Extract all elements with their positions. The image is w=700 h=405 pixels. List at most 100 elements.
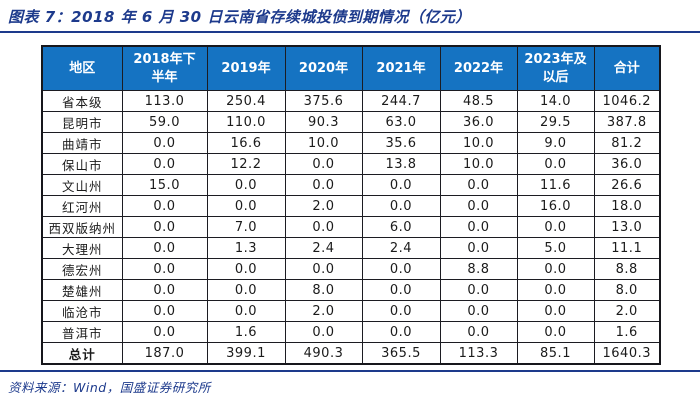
value-cell: 0.0 [439,321,518,343]
value-cell: 0.0 [516,153,595,175]
value-cell: 0.0 [439,300,518,322]
table-row-6: 西双版纳州 0.0 7.0 0.0 6.0 0.0 0.0 13.0 [41,216,661,238]
value-cell: 0.0 [284,174,363,196]
value-cell: 81.2 [593,132,661,154]
value-cell: 18.0 [593,195,661,217]
value-cell: 375.6 [284,90,363,112]
value-cell: 15.0 [121,174,208,196]
value-cell: 36.0 [593,153,661,175]
value-cell: 0.0 [516,258,595,280]
header-cell-6: 2023年及 以后 [516,45,595,91]
value-cell: 2.0 [284,300,363,322]
header-cell-2: 2019年 [206,45,286,91]
value-cell: 0.0 [361,195,441,217]
value-cell: 1.6 [206,321,286,343]
bond-maturity-table: 地区 2018年下 半年 2019年 2020年 2021年 2022年 2023年及 以后… [41,45,661,365]
value-cell: 0.0 [121,195,208,217]
value-cell: 13.8 [361,153,441,175]
value-cell: 0.0 [121,237,208,259]
value-cell: 8.8 [439,258,518,280]
source-divider [0,370,700,372]
value-cell: 6.0 [361,216,441,238]
value-cell: 14.0 [516,90,595,112]
value-cell: 9.0 [516,132,595,154]
value-cell: 13.0 [593,216,661,238]
value-cell: 0.0 [284,153,363,175]
value-cell: 0.0 [361,174,441,196]
region-cell: 大理州 [41,237,123,259]
region-cell: 西双版纳州 [41,216,123,238]
value-cell: 36.0 [439,111,518,133]
value-cell: 0.0 [516,300,595,322]
value-cell: 490.3 [284,342,363,365]
value-cell: 2.4 [361,237,441,259]
total-row: 总计 187.0 399.1 490.3 365.5 113.3 85.1 1640.3 [41,342,661,365]
value-cell: 399.1 [206,342,286,365]
region-cell: 昆明市 [41,111,123,133]
value-cell: 8.8 [593,258,661,280]
value-cell: 26.6 [593,174,661,196]
value-cell: 0.0 [121,321,208,343]
value-cell: 187.0 [121,342,208,365]
value-cell: 0.0 [439,279,518,301]
value-cell: 0.0 [361,258,441,280]
value-cell: 0.0 [121,279,208,301]
value-cell: 0.0 [361,300,441,322]
value-cell: 1640.3 [593,342,661,365]
value-cell: 85.1 [516,342,595,365]
table-header-row: 地区 2018年下 半年 2019年 2020年 2021年 2022年 2023年及 以后… [41,45,661,91]
value-cell: 1.6 [593,321,661,343]
value-cell: 0.0 [121,216,208,238]
header-cell-1: 2018年下 半年 [121,45,208,91]
region-cell: 楚雄州 [41,279,123,301]
table-row-3: 保山市 0.0 12.2 0.0 13.8 10.0 0.0 36.0 [41,153,661,175]
header-cell-4: 2021年 [361,45,441,91]
value-cell: 1046.2 [593,90,661,112]
value-cell: 0.0 [361,279,441,301]
value-cell: 0.0 [439,174,518,196]
table-row-0: 省本级 113.0 250.4 375.6 244.7 48.5 14.0 1046.2 [41,90,661,112]
value-cell: 12.2 [206,153,286,175]
value-cell: 0.0 [284,258,363,280]
value-cell: 10.0 [439,153,518,175]
header-cell-3: 2020年 [284,45,363,91]
value-cell: 5.0 [516,237,595,259]
table-row-8: 德宏州 0.0 0.0 0.0 0.0 8.8 0.0 8.8 [41,258,661,280]
value-cell: 16.0 [516,195,595,217]
value-cell: 250.4 [206,90,286,112]
value-cell: 1.3 [206,237,286,259]
value-cell: 113.3 [439,342,518,365]
value-cell: 35.6 [361,132,441,154]
value-cell: 0.0 [206,258,286,280]
region-cell: 文山州 [41,174,123,196]
value-cell: 0.0 [284,216,363,238]
value-cell: 0.0 [121,258,208,280]
value-cell: 113.0 [121,90,208,112]
value-cell: 0.0 [439,216,518,238]
title-divider [0,31,700,33]
table-row-4: 文山州 15.0 0.0 0.0 0.0 0.0 11.6 26.6 [41,174,661,196]
value-cell: 10.0 [439,132,518,154]
table-row-5: 红河州 0.0 0.0 2.0 0.0 0.0 16.0 18.0 [41,195,661,217]
region-cell: 红河州 [41,195,123,217]
value-cell: 11.1 [593,237,661,259]
value-cell: 0.0 [206,195,286,217]
value-cell: 63.0 [361,111,441,133]
value-cell: 0.0 [516,216,595,238]
value-cell: 90.3 [284,111,363,133]
header-cell-7: 合计 [593,45,661,91]
value-cell: 0.0 [206,300,286,322]
value-cell: 48.5 [439,90,518,112]
value-cell: 387.8 [593,111,661,133]
value-cell: 8.0 [284,279,363,301]
value-cell: 2.0 [593,300,661,322]
value-cell: 365.5 [361,342,441,365]
value-cell: 244.7 [361,90,441,112]
region-cell: 总计 [41,342,123,365]
region-cell: 普洱市 [41,321,123,343]
value-cell: 11.6 [516,174,595,196]
value-cell: 59.0 [121,111,208,133]
value-cell: 0.0 [284,321,363,343]
source-note: 资料来源：Wind，国盛证券研究所 [8,380,211,395]
